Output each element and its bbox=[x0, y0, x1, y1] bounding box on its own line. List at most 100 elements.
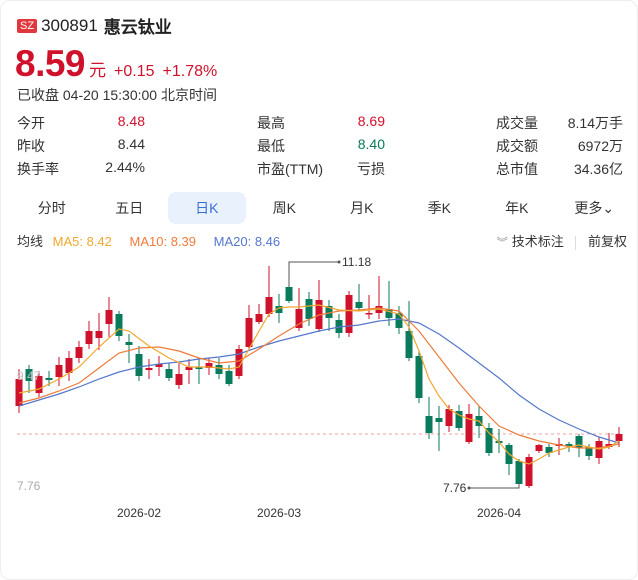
candle-body bbox=[395, 313, 403, 328]
candle-body bbox=[255, 314, 263, 322]
candle-body bbox=[305, 299, 313, 319]
candle-body bbox=[485, 428, 493, 453]
ma20-value: MA20: 8.46 bbox=[213, 234, 281, 249]
candle-body bbox=[95, 331, 103, 338]
candle-body bbox=[345, 295, 353, 333]
candle-body bbox=[85, 331, 93, 344]
tech-annotation-toggle[interactable]: ︾ 技术标注 bbox=[497, 234, 564, 249]
max-marker-line bbox=[288, 261, 339, 287]
exchange-badge: SZ bbox=[17, 18, 38, 33]
candle-body bbox=[185, 367, 193, 370]
stat-value: 亏损 bbox=[357, 161, 385, 177]
stat-value: 8.44 bbox=[117, 136, 145, 152]
candle-body bbox=[145, 368, 153, 370]
stat-value: 8.69 bbox=[357, 113, 385, 129]
candle-body bbox=[325, 306, 333, 318]
x-tick-apr: 2026-04 bbox=[477, 506, 522, 520]
candle-body bbox=[215, 365, 223, 374]
candle-body bbox=[415, 356, 423, 398]
stat-label: 成交额 bbox=[496, 138, 538, 154]
stat-value: 2.44% bbox=[105, 159, 145, 175]
stat-label: 最低 bbox=[257, 138, 285, 154]
candle-body bbox=[275, 306, 283, 313]
candle-body bbox=[465, 414, 473, 442]
ma-title: 均线 bbox=[17, 234, 44, 249]
price-row: 8.59 元 +0.15 +1.78% bbox=[15, 43, 225, 85]
adjust-select[interactable]: 前复权 bbox=[587, 234, 627, 249]
candle-body bbox=[455, 411, 463, 428]
stat-value: 8.40 bbox=[357, 136, 385, 152]
ma5-line bbox=[18, 304, 620, 465]
candle-body bbox=[35, 376, 43, 393]
candle-body bbox=[125, 342, 133, 345]
ma10-value: MA10: 8.39 bbox=[129, 234, 197, 249]
candle-body bbox=[405, 331, 413, 358]
tab-6[interactable]: 年K bbox=[505, 200, 529, 216]
candle-body bbox=[585, 447, 593, 456]
tab-4[interactable]: 月K bbox=[350, 200, 374, 216]
tab-0[interactable]: 分时 bbox=[37, 200, 66, 216]
period-tabs: 分时 五日 日K 周K 月K 季K 年K 更多⌄ bbox=[13, 192, 633, 224]
tech-annotation-label: 技术标注 bbox=[511, 234, 564, 249]
stat-value: 8.48 bbox=[117, 113, 145, 129]
price-change: +0.15 bbox=[114, 63, 155, 80]
candle-body bbox=[115, 314, 123, 336]
candle-body bbox=[365, 313, 373, 315]
candle-body bbox=[385, 309, 393, 318]
candle-body bbox=[245, 318, 253, 347]
candle-body bbox=[225, 371, 233, 384]
min-marker-line bbox=[469, 483, 520, 489]
candle-body bbox=[515, 461, 523, 484]
stat-label: 成交量 bbox=[496, 115, 538, 131]
stat-label: 今开 bbox=[17, 115, 45, 131]
price-unit: 元 bbox=[89, 61, 107, 80]
chevron-down-icon: ︾ bbox=[496, 237, 508, 249]
stat-label: 昨收 bbox=[17, 138, 45, 154]
ma5-value: MA5: 8.42 bbox=[52, 234, 112, 249]
tab-3[interactable]: 周K bbox=[272, 200, 296, 216]
candle-body bbox=[165, 369, 173, 378]
kline-chart[interactable]: 11.18 7.76 bbox=[1, 251, 638, 521]
tab-1[interactable]: 五日 bbox=[115, 200, 144, 216]
max-marker-label: 11.18 bbox=[342, 255, 371, 269]
candle-body bbox=[195, 367, 203, 369]
candle-body bbox=[75, 347, 83, 358]
stat-value: 34.36亿 bbox=[573, 161, 623, 177]
chart-options: ︾ 技术标注 前复权 bbox=[497, 231, 627, 250]
price-change-pct: +1.78% bbox=[162, 63, 218, 80]
candle-body bbox=[235, 349, 243, 376]
x-tick-feb: 2026-02 bbox=[117, 506, 162, 520]
tab-5[interactable]: 季K bbox=[427, 200, 451, 216]
candle-body bbox=[545, 447, 553, 453]
stock-header: SZ 300891 惠云钛业 bbox=[17, 13, 172, 38]
y-axis-mid-label: 9.47 bbox=[17, 369, 41, 383]
divider bbox=[575, 235, 577, 250]
stat-label: 市盈(TTM) bbox=[257, 161, 324, 177]
candle-body bbox=[105, 310, 113, 324]
stat-value: 8.14万手 bbox=[567, 115, 623, 131]
candle-body bbox=[155, 364, 163, 367]
ma-legend: 均线 MA5: 8.42 MA10: 8.39 MA20: 8.46 ︾ 技术标注… bbox=[17, 231, 627, 250]
stat-label: 换手率 bbox=[17, 161, 59, 177]
ma10-line bbox=[18, 307, 620, 449]
candle-body bbox=[355, 302, 363, 308]
candle-body bbox=[435, 418, 443, 422]
stat-label: 总市值 bbox=[496, 161, 538, 177]
ma20-line bbox=[18, 318, 620, 444]
candle-body bbox=[205, 363, 213, 368]
candle-body bbox=[565, 444, 573, 446]
tab-2[interactable]: 日K bbox=[168, 192, 246, 224]
stock-code: 300891 bbox=[41, 15, 98, 35]
tab-7[interactable]: 更多⌄ bbox=[574, 200, 615, 216]
candle-body bbox=[285, 287, 293, 301]
x-tick-mar: 2026-03 bbox=[257, 506, 302, 520]
candle-body bbox=[25, 369, 33, 381]
candle-body bbox=[175, 374, 183, 385]
candle-body bbox=[535, 445, 543, 451]
current-price: 8.59 bbox=[15, 43, 86, 84]
market-status: 已收盘 04-20 15:30:00 北京时间 bbox=[17, 87, 217, 103]
candle-body bbox=[295, 309, 303, 328]
candle-body bbox=[65, 358, 73, 373]
candle-body bbox=[265, 297, 273, 314]
